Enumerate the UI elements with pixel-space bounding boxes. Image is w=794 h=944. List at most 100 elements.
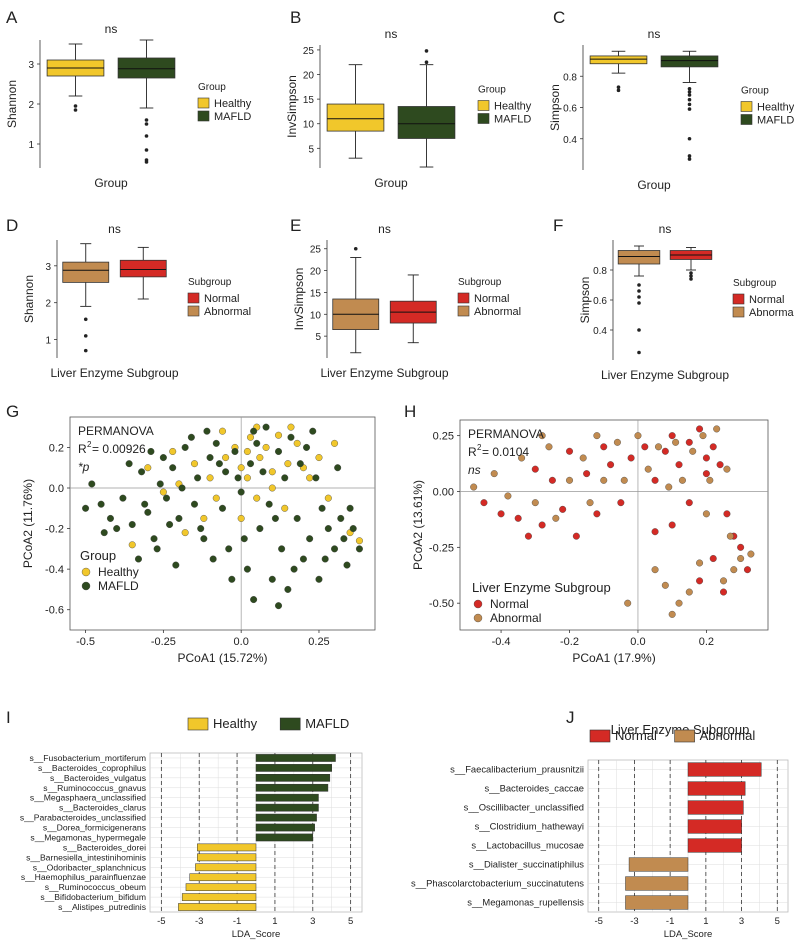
panel-label: J bbox=[566, 708, 575, 727]
lda-bar bbox=[255, 803, 319, 812]
legend-label: Abnormal bbox=[490, 611, 541, 625]
scatter-point bbox=[713, 425, 721, 433]
panel-g: G -0.5 -0.25 0.0 0.25 -0.6 -0.4 -0.2 0.0 0.2 PCoA1… bbox=[6, 402, 376, 665]
legend-swatch bbox=[589, 729, 611, 743]
box-iqr bbox=[617, 250, 661, 265]
scatter-point bbox=[315, 575, 323, 583]
legend-title: Group bbox=[478, 85, 506, 96]
outlier-point bbox=[687, 102, 692, 107]
legend-swatch bbox=[187, 305, 200, 317]
scatter-point bbox=[240, 535, 248, 543]
scatter-point bbox=[661, 447, 669, 455]
scatter-point bbox=[197, 525, 205, 533]
x-tick-label: 3 bbox=[310, 916, 315, 927]
y-tick-label: 20 bbox=[303, 71, 315, 82]
scatter-point bbox=[624, 599, 632, 607]
scatter-point bbox=[303, 443, 311, 451]
outlier-point bbox=[424, 60, 429, 65]
legend-swatch bbox=[457, 305, 470, 317]
outlier-point bbox=[687, 90, 692, 94]
scatter-point bbox=[200, 535, 208, 543]
scatter-point bbox=[514, 514, 522, 522]
scatter-point bbox=[737, 555, 745, 563]
outlier-point bbox=[687, 136, 692, 141]
scatter-point bbox=[346, 504, 354, 512]
outlier-point bbox=[687, 97, 692, 102]
scatter-point bbox=[144, 508, 152, 516]
category-label: s__Alistipes_putredinis bbox=[58, 902, 146, 912]
legend-title: Liver Enzyme Subgroup bbox=[472, 580, 611, 595]
panel-b: Bns 5 10 15 20 25 InvSimpson Group Group HealthyM… bbox=[285, 8, 532, 190]
lda-bar bbox=[255, 783, 329, 792]
legend-swatch bbox=[740, 101, 753, 112]
category-label: s__Phascolarctobacterium_succinatutens bbox=[411, 878, 584, 889]
legend-label: Healthy bbox=[213, 716, 258, 731]
scatter-point bbox=[675, 599, 683, 607]
scatter-point bbox=[222, 468, 230, 476]
y-tick-label: 15 bbox=[303, 95, 315, 106]
scatter-point bbox=[287, 433, 295, 441]
scatter-point bbox=[222, 454, 230, 462]
scatter-point bbox=[125, 460, 133, 468]
scatter-point bbox=[141, 500, 149, 508]
y-tick-label: 2 bbox=[45, 299, 51, 310]
scatter-point bbox=[685, 438, 693, 446]
scatter-point bbox=[709, 443, 717, 451]
scatter-point bbox=[654, 443, 662, 451]
scatter-point bbox=[243, 474, 251, 482]
scatter-point bbox=[237, 488, 245, 496]
lda-bar bbox=[195, 863, 257, 872]
outlier-point bbox=[687, 154, 692, 158]
legend-swatch bbox=[732, 306, 745, 318]
y-tick-label: 0.2 bbox=[49, 442, 64, 454]
scatter-point bbox=[268, 468, 276, 476]
outlier-point bbox=[637, 301, 641, 305]
x-axis-title: Group bbox=[374, 176, 408, 190]
panel-label: C bbox=[553, 8, 565, 27]
scatter-point bbox=[706, 476, 714, 484]
scatter-point bbox=[178, 484, 186, 492]
y-tick-label: 0.6 bbox=[593, 296, 607, 307]
r2-prefix: R bbox=[468, 445, 477, 459]
x-tick-label: 0.0 bbox=[630, 636, 645, 648]
category-label: s__Odoribacter_splanchnicus bbox=[33, 862, 146, 872]
scatter-point bbox=[231, 447, 239, 455]
legend-swatch bbox=[740, 114, 753, 125]
lda-bar bbox=[255, 774, 331, 782]
scatter-point bbox=[678, 476, 686, 484]
scatter-point bbox=[312, 474, 320, 482]
scatter-point bbox=[470, 483, 478, 491]
outlier-point bbox=[144, 134, 149, 138]
outlier-point bbox=[687, 93, 692, 97]
box-iqr bbox=[62, 261, 110, 283]
x-tick-label: -5 bbox=[594, 916, 602, 927]
scatter-point bbox=[726, 532, 734, 540]
scatter-point bbox=[743, 566, 751, 574]
scatter-point bbox=[113, 525, 121, 533]
y-tick-label: 3 bbox=[45, 262, 51, 273]
scatter-point bbox=[206, 454, 214, 462]
scatter-point bbox=[672, 438, 680, 446]
scatter-point bbox=[162, 494, 170, 502]
scatter-point bbox=[106, 514, 114, 522]
x-tick-label: 5 bbox=[348, 916, 353, 927]
scatter-point bbox=[566, 447, 574, 455]
x-tick-label: -1 bbox=[666, 916, 674, 927]
category-label: s__Fusobacterium_mortiferum bbox=[29, 753, 146, 763]
significance-label: ns bbox=[659, 222, 672, 236]
scatter-point bbox=[156, 480, 164, 488]
panel-label: G bbox=[6, 402, 19, 421]
scatter-point bbox=[720, 588, 728, 596]
significance-label: ns bbox=[105, 22, 118, 36]
y-tick-label: 0.25 bbox=[433, 431, 454, 443]
scatter-point bbox=[215, 460, 223, 468]
scatter-point bbox=[284, 585, 292, 593]
legend-marker bbox=[473, 613, 483, 623]
legend-label: Normal bbox=[615, 728, 657, 743]
legend-title: Group bbox=[198, 82, 226, 93]
y-tick-label: 15 bbox=[310, 288, 322, 299]
x-axis-title: PCoA1 (17.9%) bbox=[572, 651, 655, 665]
scatter-point bbox=[166, 521, 174, 529]
outlier-point bbox=[144, 160, 149, 164]
